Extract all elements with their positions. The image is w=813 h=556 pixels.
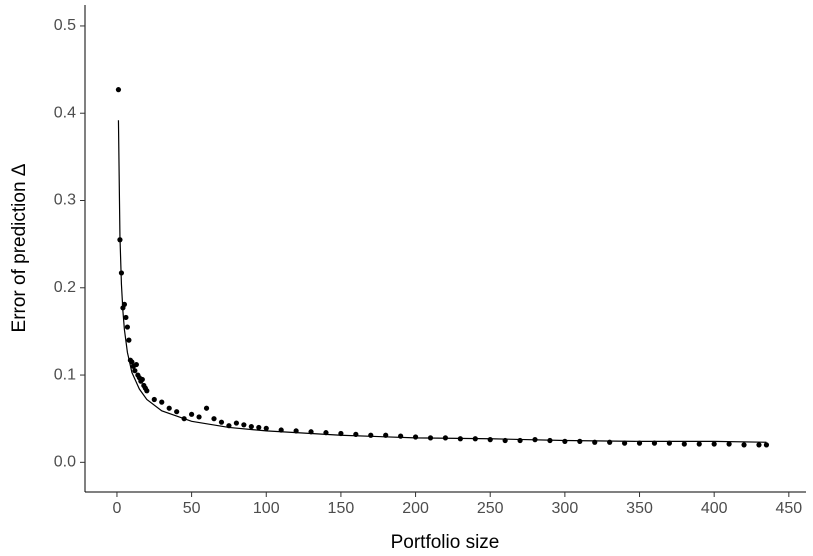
y-tick-label: 0.0: [54, 454, 76, 471]
point: [174, 409, 180, 415]
point: [368, 432, 374, 438]
x-tick-label: 0: [112, 500, 121, 517]
point: [218, 419, 225, 425]
x-tick-label: 100: [253, 500, 280, 517]
point: [562, 438, 568, 444]
point: [151, 396, 157, 403]
point: [115, 87, 122, 93]
point: [166, 405, 172, 411]
x-tick-label: 200: [402, 500, 429, 517]
point: [132, 368, 138, 374]
point: [203, 405, 210, 411]
point: [577, 438, 583, 444]
point: [123, 314, 129, 321]
fit-line: [117, 120, 767, 443]
y-tick-label: 0.1: [54, 366, 76, 383]
point: [129, 359, 135, 365]
point: [196, 414, 202, 420]
point: [487, 437, 493, 443]
point: [189, 411, 195, 417]
point: [412, 434, 419, 440]
y-tick-label: 0.3: [54, 192, 76, 209]
point: [133, 361, 139, 368]
point: [248, 423, 254, 430]
point: [256, 424, 262, 431]
x-tick-label: 350: [626, 500, 653, 517]
y-axis-title: Error of prediction Δ: [9, 163, 30, 332]
x-tick-label: 150: [328, 500, 355, 517]
point: [233, 420, 239, 426]
point: [741, 442, 747, 448]
point: [763, 442, 770, 448]
x-tick-label: 250: [477, 500, 504, 517]
point: [124, 324, 131, 330]
x-tick-label: 300: [552, 500, 579, 517]
point: [263, 425, 269, 431]
point: [144, 388, 150, 394]
point: [756, 442, 762, 448]
x-tick-label: 400: [701, 500, 728, 517]
y-tick-label: 0.5: [54, 17, 76, 34]
point: [621, 440, 628, 446]
x-tick-label: 50: [183, 500, 201, 517]
x-axis-title: Portfolio size: [391, 532, 500, 553]
point: [711, 441, 717, 447]
point: [159, 399, 165, 405]
point: [681, 441, 687, 447]
y-tick-label: 0.2: [54, 279, 76, 296]
point: [211, 416, 217, 422]
point: [517, 437, 523, 444]
y-tick-label: 0.4: [54, 104, 76, 121]
point: [139, 376, 145, 383]
point: [726, 441, 732, 447]
point: [126, 337, 132, 343]
x-tick-label: 450: [775, 500, 802, 517]
point: [241, 422, 247, 428]
point: [696, 441, 702, 447]
